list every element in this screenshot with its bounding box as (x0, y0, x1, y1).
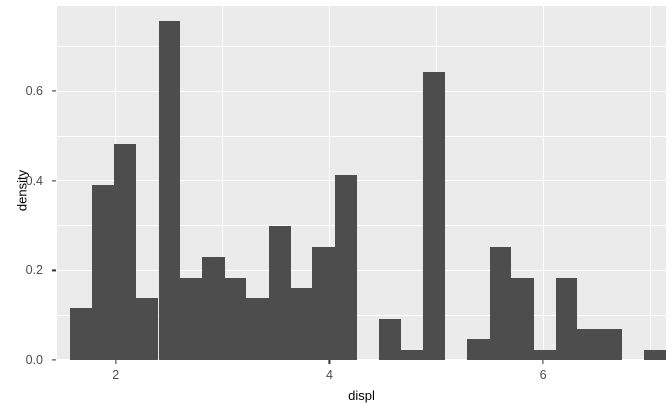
plot-panel (57, 6, 666, 360)
grid-line-minor-vertical (649, 6, 651, 360)
grid-line-minor-horizontal (57, 314, 666, 316)
grid-line-major-horizontal (57, 269, 666, 271)
y-axis-tick-mark (52, 359, 56, 361)
y-axis-tick-mark (52, 180, 56, 182)
x-axis-tick-label: 4 (325, 368, 333, 382)
histogram-bar (113, 144, 137, 360)
histogram-bar (158, 20, 180, 360)
grid-line-minor-vertical (222, 6, 223, 360)
y-axis-tick-label: 0.6 (25, 84, 43, 99)
histogram-bar (69, 308, 93, 360)
histogram-bar (533, 349, 556, 360)
histogram-bar (423, 71, 445, 360)
histogram-bar (312, 247, 335, 360)
x-axis-title: displ (348, 388, 375, 403)
grid-line-minor-horizontal (57, 135, 666, 137)
grid-line-major-horizontal (57, 359, 666, 360)
grid-line-minor-horizontal (57, 46, 666, 47)
histogram-bar (599, 329, 623, 360)
grid-line-major-vertical (542, 6, 544, 360)
grid-line-major-vertical (328, 6, 331, 360)
y-axis-tick-label: 0.0 (25, 353, 43, 367)
histogram-bar (92, 185, 114, 360)
histogram-bar (511, 277, 534, 360)
histogram-bar (643, 349, 666, 360)
x-axis-tick-label: 6 (539, 368, 547, 382)
grid-line-major-horizontal (57, 90, 666, 92)
y-axis-tick-label: 0.4 (25, 173, 43, 188)
x-axis-tick-label: 2 (112, 368, 120, 382)
histogram-bar (136, 298, 159, 360)
x-axis-tick-mark (328, 360, 331, 364)
grid-line-minor-horizontal (57, 225, 666, 226)
histogram-bar (378, 318, 402, 360)
histogram-bar (555, 277, 578, 360)
histogram-bar (467, 339, 490, 360)
histogram-bar (401, 349, 424, 360)
x-axis-tick-mark (115, 360, 117, 364)
y-axis-tick-labels: 0.0 0.2 0.4 0.6 (0, 0, 43, 415)
x-axis-tick-mark (542, 360, 544, 364)
histogram-bar (268, 226, 291, 360)
histogram-bar (577, 329, 600, 360)
histogram-bar (179, 277, 203, 360)
y-axis-tick-label: 0.2 (25, 263, 43, 278)
y-axis-tick-mark (52, 90, 56, 92)
y-axis-tick-mark (52, 269, 56, 271)
histogram-bar (202, 257, 225, 360)
histogram-bar (224, 277, 247, 360)
histogram-bar (334, 174, 358, 360)
histogram-bar (246, 298, 269, 360)
histogram-bar (290, 287, 313, 360)
y-axis-title: density (14, 169, 30, 212)
grid-line-major-horizontal (57, 180, 666, 182)
histogram-bar (489, 247, 512, 360)
